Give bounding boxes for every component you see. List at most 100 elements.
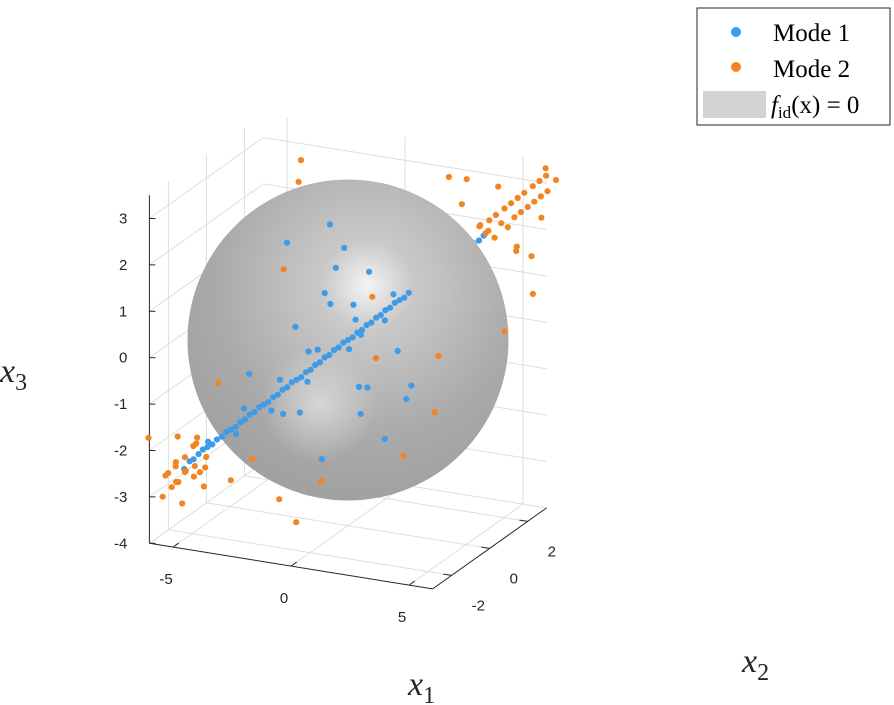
mode1-point: [405, 289, 412, 296]
mode2-point: [458, 201, 465, 208]
mode1-point: [280, 410, 287, 418]
mode2-point: [193, 440, 200, 447]
mode2-point: [544, 188, 551, 195]
mode1-point: [350, 301, 357, 308]
mode1-point: [318, 456, 325, 463]
mode1-point: [357, 410, 364, 417]
mode2-point: [485, 227, 492, 234]
x3-tick-label: 1: [119, 303, 127, 320]
mode2-point: [531, 198, 538, 205]
mode1-point: [330, 346, 338, 354]
mode1-point: [265, 399, 272, 406]
mode1-point: [335, 344, 342, 351]
mode2-point: [179, 500, 186, 507]
x3-tick-label: -3: [114, 489, 127, 506]
mode1-point: [304, 378, 311, 385]
mode1-point: [401, 294, 408, 301]
mode2-point: [191, 463, 198, 470]
mode1-point: [387, 304, 394, 311]
mode1-point: [251, 409, 258, 416]
mode2-point: [295, 178, 302, 185]
legend-label-mode1: Mode 1: [773, 20, 850, 47]
legend-marker-mode1: [731, 27, 741, 37]
mode1-point: [363, 322, 370, 329]
axis-box: [148, 195, 547, 590]
mode1-point: [391, 299, 398, 306]
mode1-point: [296, 409, 303, 416]
mode1-point: [327, 300, 334, 308]
mode2-point: [514, 194, 521, 202]
mode2-point: [552, 176, 560, 184]
mode2-point: [181, 454, 188, 461]
mode1-point: [352, 316, 359, 323]
x2-axis-label: x2: [741, 643, 769, 686]
mode1-point: [314, 346, 321, 353]
mode2-point: [173, 478, 180, 486]
mode2-point: [528, 253, 535, 260]
mode1-point: [268, 407, 275, 414]
mode1-point: [321, 290, 328, 297]
mode1-point: [321, 354, 328, 361]
mode2-point: [495, 183, 502, 190]
legend-marker-surface: [703, 91, 766, 118]
mode1-point: [355, 383, 363, 390]
points-in-front-of-surface: [145, 157, 560, 526]
mode1-point: [382, 307, 389, 314]
mode1-point: [270, 394, 277, 401]
mode1-point: [241, 416, 249, 423]
mode1-point: [390, 291, 397, 298]
mode2-point: [501, 205, 508, 212]
mode1-point: [205, 438, 212, 445]
mode2-point: [504, 224, 511, 231]
mode2-point: [529, 183, 536, 190]
mode2-point: [194, 434, 201, 441]
mode2-point: [293, 519, 300, 526]
mode1-point: [373, 314, 380, 321]
mode2-point: [182, 467, 189, 475]
mode2-point: [400, 452, 407, 459]
mode1-point: [218, 433, 226, 440]
mode1-point: [366, 268, 373, 275]
x2-tick-mark: [519, 519, 528, 522]
mode2-point: [536, 177, 543, 185]
mode2-point: [486, 217, 493, 224]
mode1-point: [256, 404, 263, 411]
mode2-point: [511, 214, 518, 221]
mode2-point: [537, 193, 545, 200]
grid-line: [168, 529, 452, 576]
x1-tick-label: 5: [398, 609, 406, 626]
mode2-point: [477, 222, 484, 229]
mode1-point: [368, 319, 375, 326]
mode1-point: [190, 456, 197, 463]
mode2-point: [431, 409, 438, 416]
mode2-point: [190, 473, 197, 480]
x2-tick-mark: [481, 546, 490, 549]
mode2-point: [202, 464, 209, 471]
x1-tick-mark: [290, 561, 297, 567]
mode1-point: [240, 405, 248, 412]
mode2-point: [538, 214, 545, 221]
mode1-point: [307, 366, 314, 373]
mode1-point: [274, 391, 281, 398]
mode2-point: [174, 433, 181, 440]
mode1-point: [232, 430, 240, 438]
mode1-point: [305, 348, 312, 355]
mode2-point: [529, 290, 537, 297]
mode1-point: [345, 346, 353, 353]
mode1-point: [364, 384, 371, 391]
mode2-point: [513, 248, 520, 255]
mode1-point: [349, 334, 356, 341]
legend-marker-mode2: [731, 62, 741, 72]
mode2-point: [145, 434, 152, 441]
mode2-point: [524, 203, 531, 210]
tick-labels: 3 2 1 0 -1 -2 -3 -4 -5 0 5 -2 0 2: [114, 211, 556, 627]
x1-tick-label: 0: [280, 590, 288, 607]
mode1-point: [195, 451, 202, 458]
mode2-point: [369, 293, 376, 300]
mode1-point: [340, 339, 347, 346]
mode2-point: [227, 477, 234, 484]
mode1-point: [408, 382, 415, 389]
mode1-point: [292, 323, 299, 330]
mode1-point: [279, 386, 286, 393]
